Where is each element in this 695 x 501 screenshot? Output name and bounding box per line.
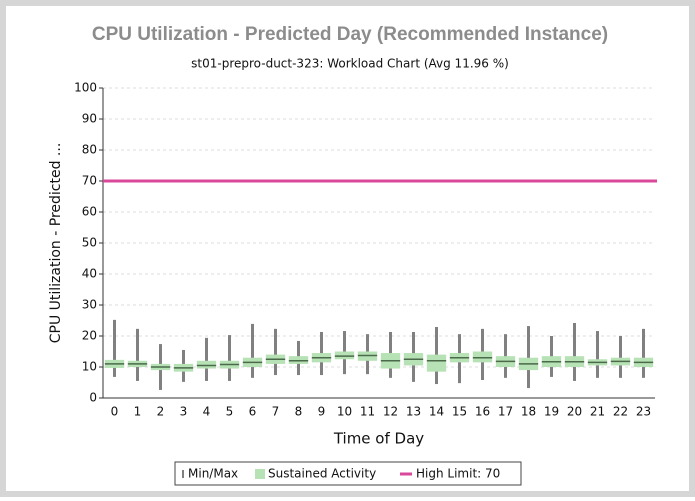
- x-tick-label: 3: [180, 405, 188, 419]
- sustained-box: [472, 351, 493, 363]
- x-tick-label: 17: [498, 405, 513, 419]
- x-tick-label: 11: [360, 405, 375, 419]
- x-tick-label: 7: [272, 405, 280, 419]
- sustained-box: [196, 360, 217, 369]
- y-tick-label: 20: [82, 329, 97, 343]
- sustained-box: [426, 354, 447, 372]
- y-tick-label: 90: [82, 112, 97, 126]
- y-tick-label: 70: [82, 174, 97, 188]
- y-axis-label: CPU Utilization - Predicted ...: [48, 143, 64, 344]
- x-tick-label: 4: [203, 405, 211, 419]
- x-tick-label: 8: [295, 405, 303, 419]
- sustained-box: [288, 356, 309, 364]
- x-tick-label: 1: [134, 405, 142, 419]
- x-tick-label: 20: [567, 405, 582, 419]
- sustained-box: [334, 351, 355, 360]
- legend-label: Sustained Activity: [268, 467, 376, 481]
- x-tick-label: 12: [383, 405, 398, 419]
- x-tick-label: 5: [226, 405, 234, 419]
- y-tick-label: 40: [82, 267, 97, 281]
- x-tick-label: 22: [613, 405, 628, 419]
- chart-title: CPU Utilization - Predicted Day (Recomme…: [92, 24, 608, 45]
- x-tick-label: 10: [337, 405, 352, 419]
- y-tick-label: 100: [74, 81, 97, 95]
- x-tick-label: 16: [475, 405, 490, 419]
- legend: [174, 461, 522, 486]
- y-tick-label: 60: [82, 205, 97, 219]
- chart-subtitle: st01-prepro-duct-323: Workload Chart (Av…: [191, 57, 509, 71]
- x-tick-label: 13: [406, 405, 421, 419]
- y-tick-label: 30: [82, 298, 97, 312]
- y-tick-label: 0: [89, 391, 97, 405]
- legend-marker: [255, 469, 265, 479]
- legend-label: High Limit: 70: [416, 467, 500, 481]
- x-tick-label: 21: [590, 405, 605, 419]
- x-tick-label: 23: [636, 405, 651, 419]
- y-tick-label: 80: [82, 143, 97, 157]
- x-tick-label: 15: [452, 405, 467, 419]
- x-tick-label: 18: [521, 405, 536, 419]
- x-tick-label: 0: [111, 405, 119, 419]
- y-tick-label: 10: [82, 360, 97, 374]
- x-tick-label: 19: [544, 405, 559, 419]
- y-tick-label: 50: [82, 236, 97, 250]
- x-tick-label: 6: [249, 405, 257, 419]
- x-tick-label: 9: [318, 405, 326, 419]
- legend-label: Min/Max: [188, 467, 238, 481]
- x-axis-label: Time of Day: [333, 430, 424, 448]
- x-tick-label: 14: [429, 405, 444, 419]
- x-tick-label: 2: [157, 405, 165, 419]
